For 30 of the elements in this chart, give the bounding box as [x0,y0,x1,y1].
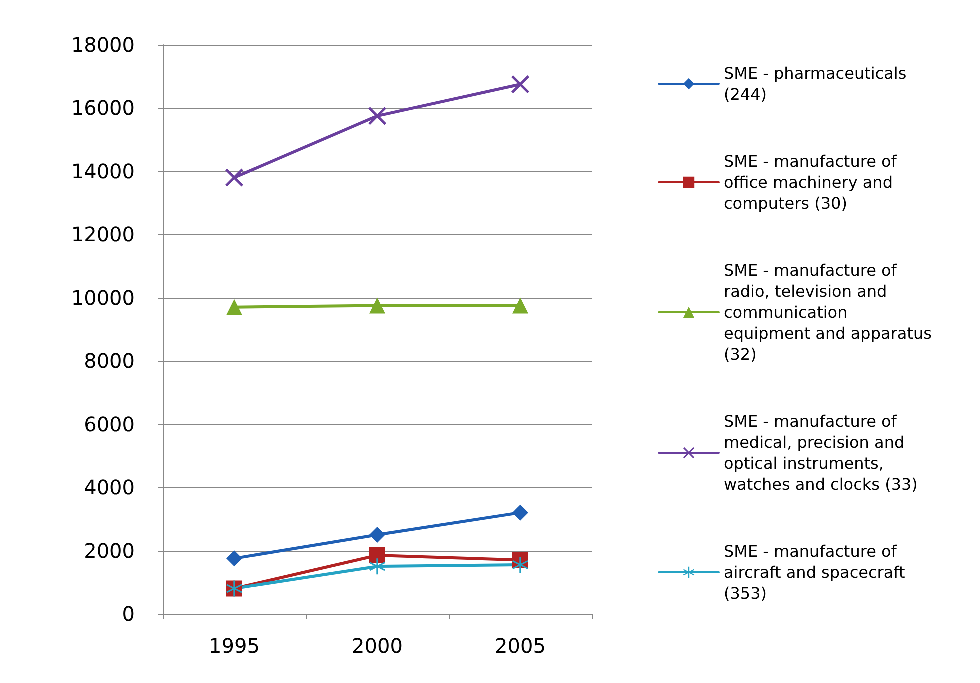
y-tick-label: 6000 [84,412,135,436]
y-tick-label: 0 [122,602,135,626]
point [370,298,386,314]
y-tick-label: 12000 [71,222,135,247]
point [370,548,386,564]
y-tick-label: 18000 [71,33,135,57]
point [226,299,242,316]
y-tick-label: 4000 [84,476,135,500]
point [370,526,386,543]
y-tick-label: 8000 [84,349,135,374]
legend-label: SME - manufacture of aircraft and spacecraft (353) [724,542,910,603]
point [370,558,386,575]
point [226,168,244,187]
y-tick-label: 2000 [84,538,135,563]
x-tick-label: 1995 [209,634,260,658]
y-tick-label: 10000 [71,286,135,310]
legend-label: SME - manufacture of office machinery and computers (30) [724,152,902,213]
point [368,107,386,126]
x-tick-label: 2005 [495,634,546,658]
y-tick-label: 14000 [71,159,135,184]
point [226,550,242,567]
legend-label: SME - manufacture of medical, precision and optical instruments, watches and clocks (33) [724,412,918,494]
point [512,298,528,314]
x-tick-label: 2000 [352,634,403,658]
y-tick-label: 16000 [71,96,135,120]
legend-label: SME - manufacture of radio, television and communication equipment and apparatus (32) [724,261,937,364]
point [512,76,530,94]
point [512,504,528,521]
legend-label: SME - pharmaceuticals (244) [724,64,912,104]
point [512,557,528,574]
